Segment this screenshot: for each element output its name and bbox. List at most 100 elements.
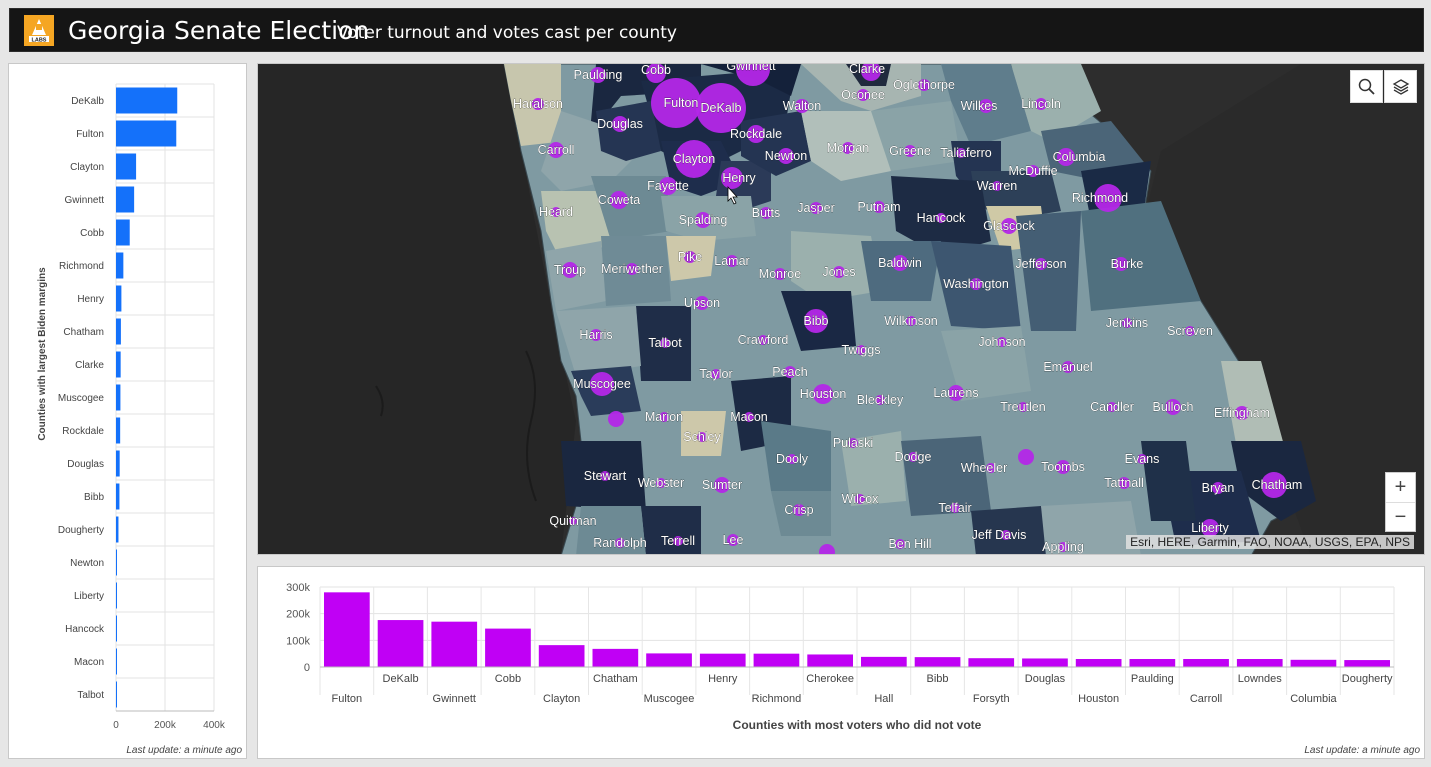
county-bubble[interactable] — [600, 471, 610, 481]
county-bubble[interactable] — [551, 207, 561, 217]
county-bubble[interactable] — [696, 83, 746, 133]
county-bubble[interactable] — [804, 309, 828, 333]
county-bubble[interactable] — [904, 145, 916, 157]
left-bar-newton[interactable] — [116, 549, 117, 576]
county-bubble[interactable] — [979, 99, 993, 113]
left-bar-dekalb[interactable] — [116, 87, 178, 114]
bottom-bar-clayton[interactable] — [538, 645, 585, 667]
county-bubble[interactable] — [548, 142, 564, 158]
county-bubble[interactable] — [1058, 542, 1068, 552]
county-bubble[interactable] — [1001, 530, 1011, 540]
county-bubble[interactable] — [1212, 482, 1224, 494]
search-button[interactable] — [1350, 70, 1383, 103]
county-bubble[interactable] — [774, 268, 786, 280]
county-bubble[interactable] — [997, 337, 1007, 347]
county-bubble[interactable] — [918, 79, 930, 91]
county-bubble[interactable] — [673, 536, 683, 546]
county-bubble[interactable] — [1261, 472, 1287, 498]
bottom-bar-paulding[interactable] — [1129, 659, 1176, 667]
left-bar-talbot[interactable] — [116, 681, 117, 708]
county-bubble[interactable] — [562, 262, 578, 278]
county-bubble[interactable] — [569, 517, 577, 525]
county-bubble[interactable] — [950, 503, 960, 513]
bottom-bar-gwinnett[interactable] — [431, 621, 478, 667]
county-bubble[interactable] — [1185, 326, 1195, 336]
county-bubble[interactable] — [936, 213, 946, 223]
county-bubble[interactable] — [610, 191, 628, 209]
bottom-bar-douglas[interactable] — [1022, 658, 1068, 667]
county-bubble[interactable] — [714, 477, 730, 493]
county-bubble[interactable] — [857, 89, 869, 101]
county-bubble[interactable] — [861, 64, 881, 81]
county-bubble[interactable] — [760, 207, 772, 219]
county-bubble[interactable] — [1165, 399, 1181, 415]
county-bubble[interactable] — [1122, 318, 1132, 328]
county-bubble[interactable] — [758, 335, 768, 345]
county-bubble[interactable] — [1027, 165, 1039, 177]
bottom-bar-muscogee[interactable] — [646, 653, 692, 667]
county-bubble[interactable] — [908, 452, 918, 462]
bottom-bar-dekalb[interactable] — [377, 620, 424, 667]
left-bar-richmond[interactable] — [116, 252, 124, 279]
county-bubble[interactable] — [819, 544, 835, 555]
county-bubble[interactable] — [608, 411, 624, 427]
county-bubble[interactable] — [626, 263, 638, 275]
biden-margin-bar-chart[interactable]: Counties with largest Biden margins DeKa… — [9, 64, 246, 758]
county-bubble[interactable] — [956, 148, 966, 158]
bottom-bar-chatham[interactable] — [592, 648, 639, 667]
county-bubble[interactable] — [744, 412, 754, 422]
county-bubble[interactable] — [697, 432, 707, 442]
bottom-bar-cobb[interactable] — [485, 628, 531, 667]
zoom-out-button[interactable]: − — [1386, 502, 1415, 531]
county-bubble[interactable] — [1118, 477, 1130, 489]
county-bubble[interactable] — [793, 504, 805, 516]
county-bubble[interactable] — [895, 539, 905, 549]
county-bubble[interactable] — [727, 534, 739, 546]
left-bar-liberty[interactable] — [116, 582, 117, 609]
county-bubble[interactable] — [590, 67, 606, 83]
county-bubble[interactable] — [1235, 406, 1249, 420]
county-bubble[interactable] — [875, 395, 885, 405]
county-bubble[interactable] — [659, 412, 669, 422]
left-bar-clarke[interactable] — [116, 351, 121, 378]
layers-button[interactable] — [1384, 70, 1417, 103]
bottom-bar-forsyth[interactable] — [968, 658, 1015, 667]
left-bar-muscogee[interactable] — [116, 384, 121, 411]
non-voters-bar-chart[interactable]: Counties with most voters who did not vo… — [258, 567, 1424, 758]
county-bubble[interactable] — [675, 140, 713, 178]
county-bubble[interactable] — [747, 125, 765, 143]
county-bubble[interactable] — [833, 266, 845, 278]
county-map[interactable]: Paulding Cobb Gwinnett Clarke Haralson Fulton… — [257, 63, 1425, 555]
map-attribution[interactable]: Esri, HERE, Garmin, FAO, NOAA, USGS, EPA… — [1126, 535, 1414, 549]
county-bubble[interactable] — [1056, 460, 1070, 474]
bottom-bar-dougherty[interactable] — [1344, 660, 1390, 667]
county-bubble[interactable] — [736, 64, 770, 86]
county-bubble[interactable] — [651, 78, 701, 128]
left-bar-macon[interactable] — [116, 648, 117, 675]
left-bar-dougherty[interactable] — [116, 516, 119, 543]
county-bubble[interactable] — [695, 296, 709, 310]
bottom-bar-bibb[interactable] — [914, 657, 961, 667]
county-bubble[interactable] — [970, 278, 982, 290]
county-bubble[interactable] — [1035, 258, 1047, 270]
left-bar-henry[interactable] — [116, 285, 122, 312]
county-bubble[interactable] — [1107, 402, 1117, 412]
bottom-bar-richmond[interactable] — [753, 653, 800, 667]
county-bubble[interactable] — [855, 494, 865, 504]
county-bubble[interactable] — [992, 181, 1002, 191]
county-bubble[interactable] — [612, 116, 628, 132]
county-bubble[interactable] — [659, 177, 677, 195]
county-bubble[interactable] — [795, 99, 809, 113]
bottom-bar-fulton[interactable] — [324, 592, 370, 667]
bottom-bar-hall[interactable] — [861, 656, 907, 667]
county-bubble[interactable] — [986, 463, 996, 473]
county-bubble[interactable] — [1057, 148, 1075, 166]
county-bubble[interactable] — [1201, 519, 1219, 537]
left-bar-rockdale[interactable] — [116, 417, 121, 444]
county-bubble[interactable] — [1114, 257, 1128, 271]
map-canvas[interactable]: Paulding Cobb Gwinnett Clarke Haralson Fulton… — [258, 64, 1425, 555]
left-bar-douglas[interactable] — [116, 450, 120, 477]
left-bar-gwinnett[interactable] — [116, 186, 135, 213]
county-bubble[interactable] — [1062, 361, 1074, 373]
left-bar-clayton[interactable] — [116, 153, 137, 180]
